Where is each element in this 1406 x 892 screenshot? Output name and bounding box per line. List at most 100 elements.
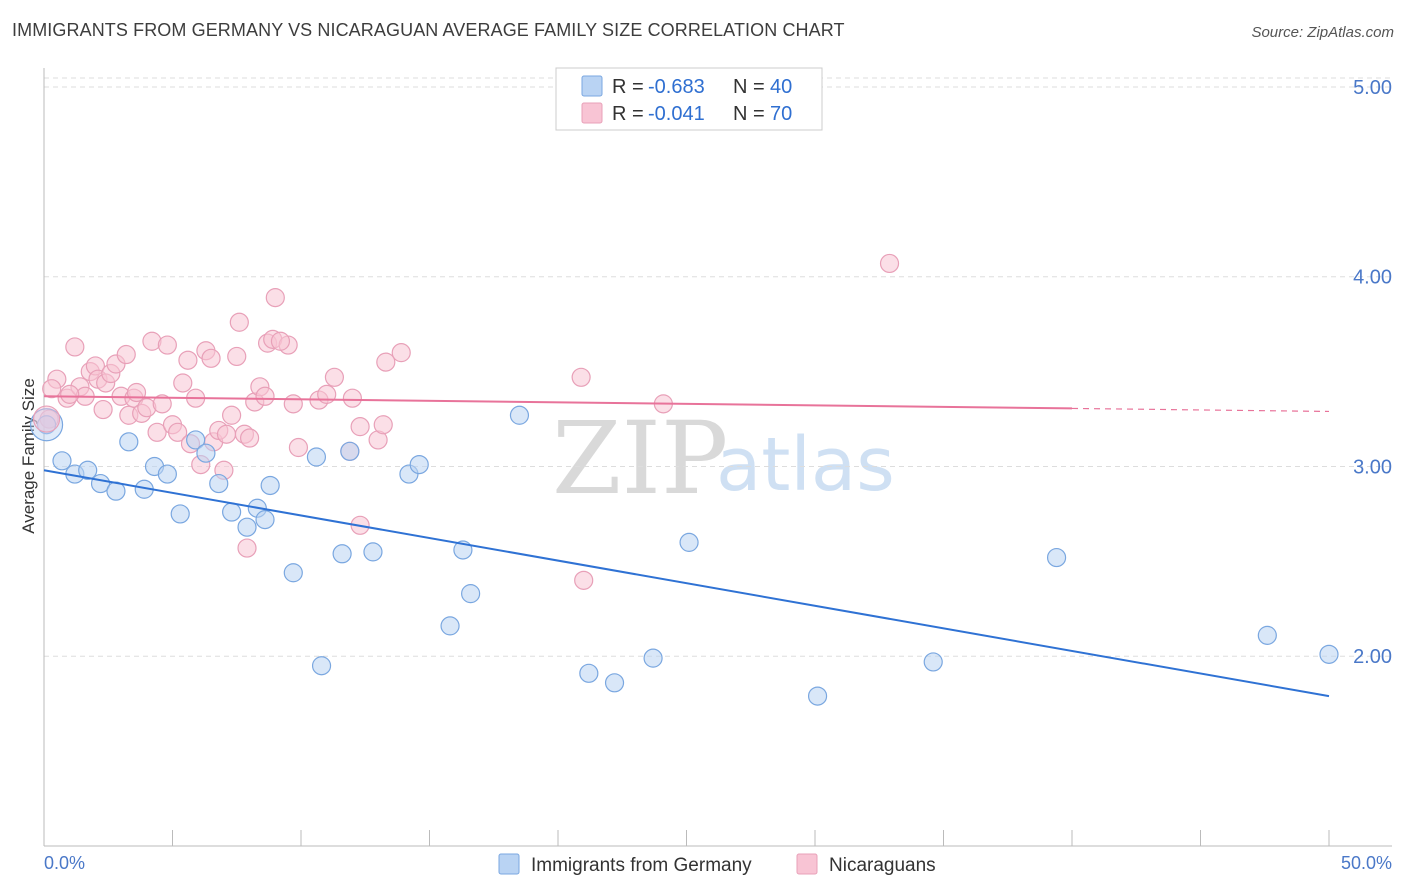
legend-n-value-germany: 40 [770,76,792,98]
nicaraguan-point [147,422,167,442]
chart-title: IMMIGRANTS FROM GERMANY VS NICARAGUAN AV… [12,20,845,40]
nicaraguan-point [93,399,113,420]
germany-point [604,673,625,693]
germany-point [52,451,72,471]
nicaraguan-point [574,570,594,590]
germany-point [579,663,599,683]
nicaraguan-point [350,417,370,437]
series-legend: Immigrants from Germany Nicaraguans [498,853,936,876]
germany-point [78,460,98,480]
germany-point [157,464,177,484]
watermark-zip: ZIP [552,400,728,517]
nicaraguan-point [152,394,172,414]
stats-legend: R = -0.683 N = 40 R = -0.041 N = 70 [555,67,823,131]
nicaraguan-point [376,352,396,372]
x-tick-label: 50.0% [1341,853,1392,873]
germany-point [643,648,663,668]
nicaraguan-point [173,373,193,393]
nicaraguan-point [265,288,285,308]
nicaraguan-point [126,382,147,403]
germany-point [283,563,303,583]
nicaraguan-point [157,335,177,355]
nicaraguan-point [879,253,900,274]
nicaraguan-point [237,538,257,558]
germany-point [440,616,460,636]
source-credit: Source: ZipAtlas.com [1251,24,1394,41]
legend-n-label-germany: N = [733,76,765,98]
nicaraguan-point [342,388,362,408]
germany-point [679,532,699,552]
watermark: ZIP atlas [552,400,895,517]
legend-r-label-nicaraguans: R = [612,103,644,125]
trend-lines [43,395,1330,698]
legend-r-value-germany: -0.683 [648,76,705,98]
y-tick-label: 5.00 [1353,77,1392,99]
nicaraguan-point [116,344,136,365]
nicaraguan-point [227,346,247,367]
germany-point [1046,547,1067,568]
germany-point [36,415,57,435]
trend-line-extension-nicaraguans [1071,407,1330,413]
germany-point [237,517,257,537]
nicaraguan-point [229,312,249,332]
nicaraguan-point [373,415,393,435]
bottom-legend-label-nicaraguans: Nicaraguans [829,855,936,876]
nicaraguan-cluster-point [32,405,61,433]
nicaraguan-point [324,367,345,387]
legend-r-label-germany: R = [612,76,644,98]
nicaraguan-point [288,437,309,458]
y-tick-labels: 2.00 3.00 4.00 5.00 [1353,77,1392,668]
nicaraguan-point [60,384,80,404]
nicaraguan-point [283,394,303,414]
germany-point [807,686,828,706]
legend-swatch-nicaraguans [581,102,603,124]
germany-point [461,584,481,604]
legend-r-value-nicaraguans: -0.041 [648,103,705,125]
x-tick-labels: 0.0% 50.0% [43,830,1392,873]
trend-line-nicaraguans [43,395,1073,410]
germany-point [311,656,332,676]
trend-line-germany [43,469,1330,698]
data-points [29,253,1339,706]
bottom-legend-label-germany: Immigrants from Germany [531,855,752,876]
y-tick-label: 4.00 [1353,267,1392,289]
y-axis-label: Average Family Size [19,378,38,534]
nicaraguan-point [571,367,591,387]
germany-point [363,542,383,562]
germany-point [340,441,360,461]
nicaraguan-point [240,428,260,448]
y-tick-label: 3.00 [1353,456,1392,478]
germany-point [222,502,242,522]
nicaraguan-point [216,424,237,444]
germany-point [260,475,280,496]
watermark-atlas: atlas [716,422,895,508]
germany-cluster-point [29,408,64,442]
germany-point [170,504,190,524]
nicaraguan-point [168,422,188,442]
nicaraguan-point [255,386,275,406]
y-tick-label: 2.00 [1353,646,1392,668]
nicaraguan-point [391,343,411,363]
bottom-legend-swatch-nicaraguans [796,853,818,875]
axes [43,68,1392,847]
germany-point [196,443,216,463]
nicaraguan-point [270,331,291,351]
nicaraguan-point [201,348,221,368]
nicaraguan-point [178,350,198,370]
legend-n-label-nicaraguans: N = [733,103,765,125]
germany-point [332,544,352,564]
germany-point [1319,644,1339,664]
germany-point [306,447,327,467]
legend-n-value-nicaraguans: 70 [770,103,792,125]
grid [44,77,1392,657]
germany-point [186,430,206,450]
x-tick-label: 0.0% [44,853,85,873]
germany-point [923,652,943,672]
germany-point [509,405,530,425]
germany-point [409,454,429,475]
germany-point [119,432,139,452]
germany-point [209,473,229,494]
nicaraguan-point [42,379,62,399]
germany-point [1257,625,1277,645]
